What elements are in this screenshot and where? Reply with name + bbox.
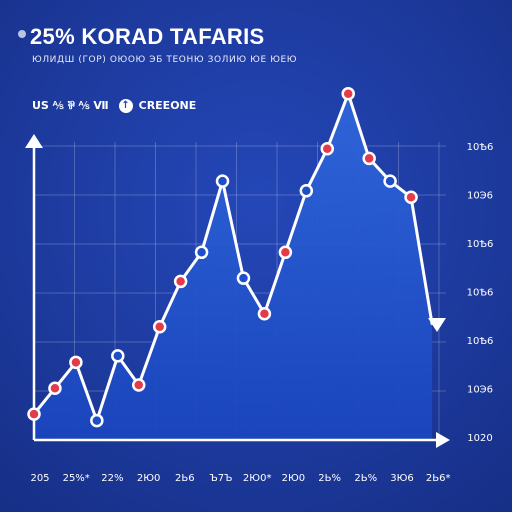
y-tick-labels: 1020 10Э6 10Ѣ6 10Ѣ6 10Ѣ6 10Э6 10Ѣ6 [467, 142, 494, 444]
x-tick-label: Ъ7Ъ [209, 473, 232, 484]
y-tick-label: 1020 [467, 433, 492, 444]
x-tick-labels: 205 25%* 22% 2Ю0 2Ь6 Ъ7Ъ 2Ю0* 2Ю0 2Ь% 2Ь% 3Ю6 2Ь6* [30, 473, 450, 484]
y-tick-label: 10Ѣ6 [467, 336, 494, 347]
x-tick-label: 25%* [63, 473, 90, 484]
data-point [299, 184, 314, 198]
legend-item-right: ↑ CREEONE [118, 98, 197, 113]
data-point [69, 355, 83, 370]
corner-dot [18, 30, 26, 38]
data-point [383, 174, 397, 188]
x-axis-arrow [436, 432, 450, 448]
data-points [27, 86, 418, 428]
series-area [34, 93, 432, 440]
y-tick-label: 10Ѣ6 [467, 239, 494, 250]
legend-label-right: CREEONE [138, 99, 197, 112]
data-point [236, 271, 251, 285]
data-point [27, 407, 41, 421]
series-line [32, 92, 434, 423]
x-tick-label: 2Ю0* [243, 473, 272, 484]
data-point [257, 307, 272, 321]
x-tick-label: 2Ь% [354, 473, 377, 484]
data-point [278, 245, 293, 260]
series-end-arrow [428, 318, 446, 332]
data-point [404, 190, 418, 205]
y-axis-arrow [25, 134, 43, 148]
data-point [215, 174, 230, 188]
x-tick-label: 3Ю6 [390, 473, 414, 484]
y-tick-label: 10Э6 [467, 385, 493, 396]
x-tick-label: 205 [30, 473, 49, 484]
legend-item-left: US ⅍ ⅌ ⅍ Ⅶ [32, 98, 109, 113]
x-tick-label: 22% [101, 473, 123, 484]
data-point [152, 319, 167, 334]
up-arrow-icon: ↑ [118, 98, 133, 113]
data-point [90, 413, 104, 428]
data-point [362, 151, 376, 166]
data-point [320, 141, 335, 156]
y-tick-label: 10Ѣ6 [467, 142, 494, 153]
data-point [131, 378, 146, 392]
data-point [173, 274, 188, 289]
legend-label-left: US ⅍ ⅌ ⅍ Ⅶ [32, 99, 109, 112]
chart-subtitle: ЮЛИДШ (ГОР) ОЮОЮ ЭБ ТЕОНЮ ЗОЛИЮ ЮЕ ЮЕЮ [32, 55, 298, 65]
x-tick-label: 2Ь6 [175, 473, 195, 484]
data-point [48, 381, 62, 395]
chart-title: 25% KORAD TAFARIS [30, 24, 265, 49]
data-point [194, 245, 209, 260]
data-point [341, 86, 355, 101]
x-tick-label: 2Ю0 [137, 473, 161, 484]
data-point [111, 349, 125, 363]
x-tick-label: 2Ь% [318, 473, 341, 484]
y-tick-label: 10Э6 [467, 191, 493, 202]
x-tick-label: 2Ю0 [282, 473, 306, 484]
axes [25, 134, 450, 448]
x-tick-label: 2Ь6* [426, 473, 451, 484]
y-tick-label: 10Ѣ6 [467, 288, 494, 299]
legend: US ⅍ ⅌ ⅍ Ⅶ ↑ CREEONE [32, 98, 196, 113]
